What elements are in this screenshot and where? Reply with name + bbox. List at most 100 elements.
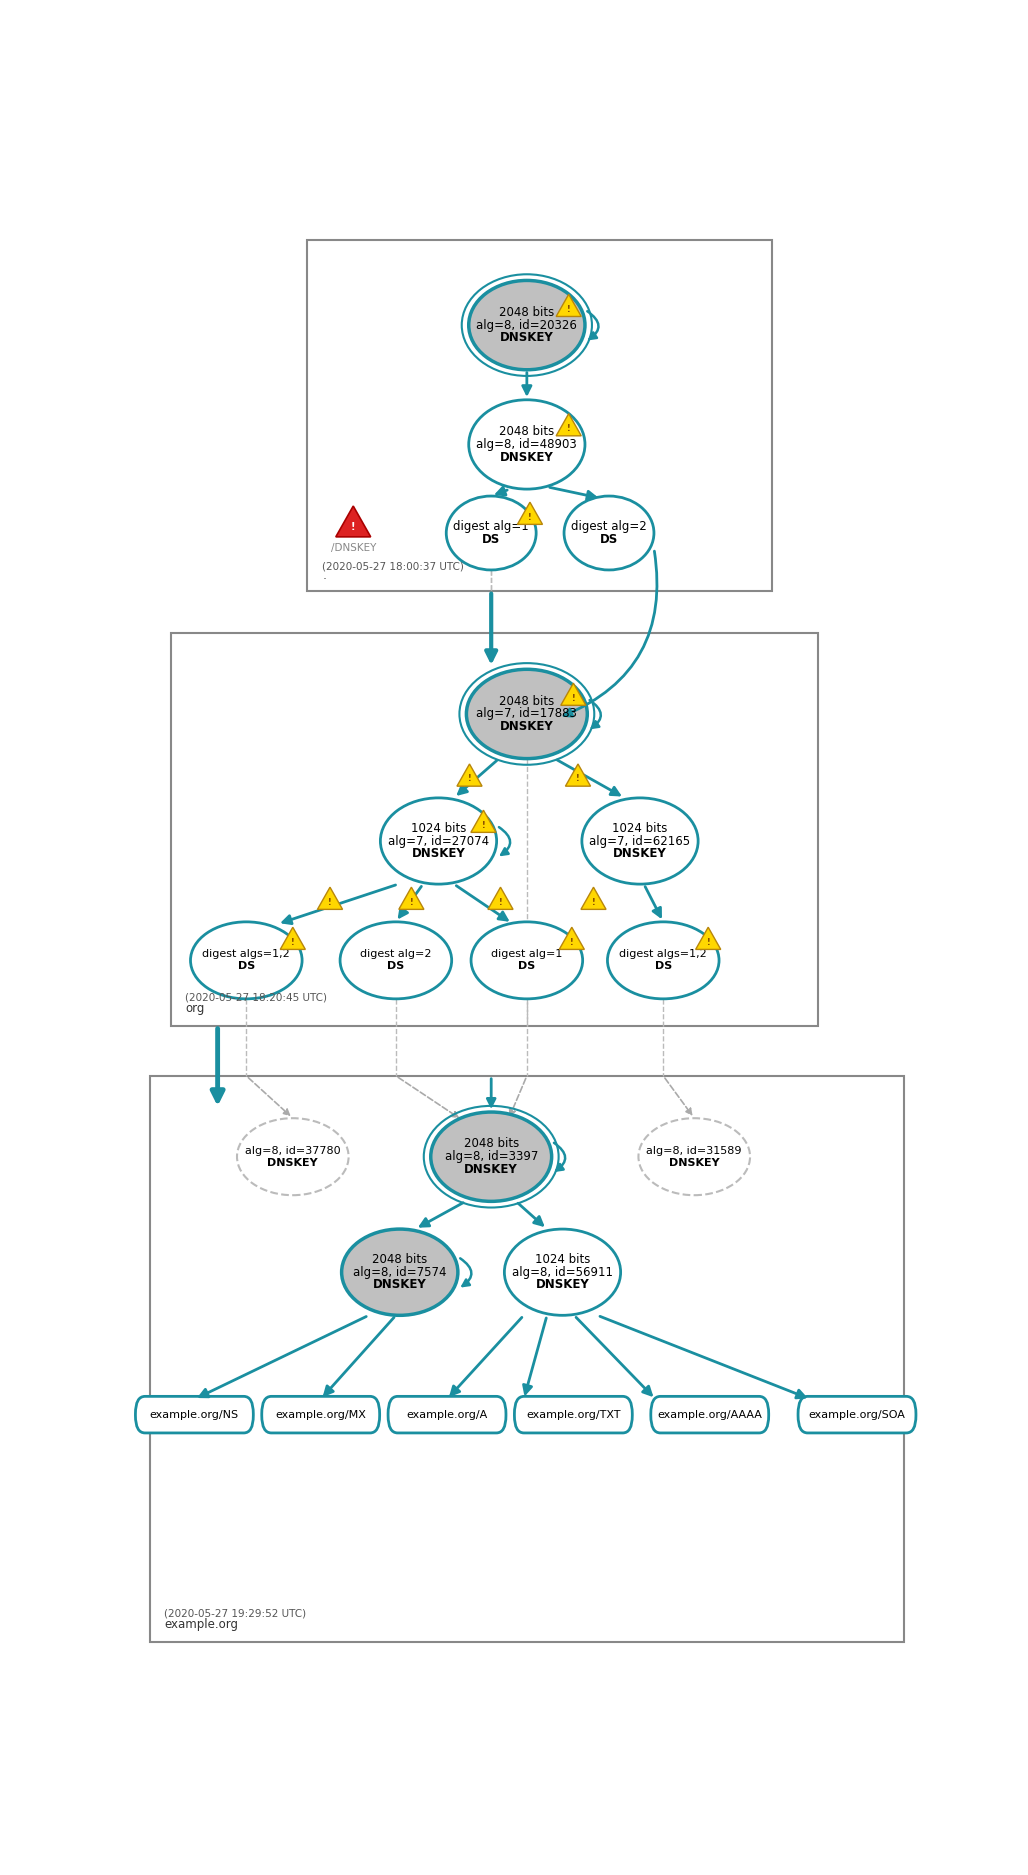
Polygon shape xyxy=(488,887,513,909)
Text: !: ! xyxy=(482,821,485,829)
Ellipse shape xyxy=(582,799,698,885)
Text: DNSKEY: DNSKEY xyxy=(465,1162,518,1176)
FancyBboxPatch shape xyxy=(171,634,818,1026)
Ellipse shape xyxy=(446,497,537,570)
Polygon shape xyxy=(561,682,586,705)
Text: digest alg=2: digest alg=2 xyxy=(360,949,432,960)
Text: example.org/SOA: example.org/SOA xyxy=(809,1410,906,1419)
Polygon shape xyxy=(556,294,581,317)
FancyBboxPatch shape xyxy=(306,240,772,591)
Text: DNSKEY: DNSKEY xyxy=(500,332,554,345)
Text: !: ! xyxy=(566,424,571,433)
Text: 2048 bits: 2048 bits xyxy=(372,1252,428,1266)
Text: example.org/A: example.org/A xyxy=(406,1410,487,1419)
Text: alg=8, id=31589: alg=8, id=31589 xyxy=(647,1146,742,1155)
Text: DS: DS xyxy=(237,962,255,971)
Text: !: ! xyxy=(570,938,574,947)
Text: alg=7, id=17883: alg=7, id=17883 xyxy=(476,707,578,720)
Text: 2048 bits: 2048 bits xyxy=(500,426,554,439)
FancyBboxPatch shape xyxy=(514,1397,632,1432)
FancyBboxPatch shape xyxy=(262,1397,379,1432)
Polygon shape xyxy=(399,887,424,909)
FancyBboxPatch shape xyxy=(651,1397,769,1432)
Text: DNSKEY: DNSKEY xyxy=(267,1157,318,1168)
Text: !: ! xyxy=(592,898,595,908)
Text: alg=7, id=62165: alg=7, id=62165 xyxy=(589,834,691,848)
Ellipse shape xyxy=(237,1118,348,1194)
Text: DNSKEY: DNSKEY xyxy=(669,1157,720,1168)
Text: alg=8, id=48903: alg=8, id=48903 xyxy=(476,439,578,452)
Ellipse shape xyxy=(564,497,654,570)
Text: DS: DS xyxy=(600,532,618,546)
Ellipse shape xyxy=(469,281,585,369)
Text: !: ! xyxy=(706,938,710,947)
Ellipse shape xyxy=(608,922,719,999)
Text: example.org/MX: example.org/MX xyxy=(276,1410,366,1419)
Text: digest algs=1,2: digest algs=1,2 xyxy=(620,949,707,960)
Text: !: ! xyxy=(566,306,571,313)
Text: example.org/TXT: example.org/TXT xyxy=(526,1410,621,1419)
Text: DS: DS xyxy=(388,962,404,971)
Text: !: ! xyxy=(572,694,575,703)
Text: alg=8, id=56911: alg=8, id=56911 xyxy=(512,1266,613,1279)
Polygon shape xyxy=(696,928,721,949)
Text: org: org xyxy=(185,1001,205,1014)
Text: !: ! xyxy=(328,898,332,908)
Text: example.org/AAAA: example.org/AAAA xyxy=(657,1410,762,1419)
Text: 1024 bits: 1024 bits xyxy=(535,1252,590,1266)
Text: (2020-05-27 18:00:37 UTC): (2020-05-27 18:00:37 UTC) xyxy=(322,561,464,572)
Text: !: ! xyxy=(291,938,295,947)
Polygon shape xyxy=(581,887,607,909)
Text: !: ! xyxy=(351,521,356,532)
Text: DNSKEY: DNSKEY xyxy=(500,450,554,463)
Text: DS: DS xyxy=(518,962,536,971)
Text: alg=8, id=37780: alg=8, id=37780 xyxy=(245,1146,340,1155)
Ellipse shape xyxy=(341,1230,457,1316)
Text: DNSKEY: DNSKEY xyxy=(536,1279,589,1292)
Text: 1024 bits: 1024 bits xyxy=(613,821,668,834)
Text: !: ! xyxy=(468,774,471,784)
Ellipse shape xyxy=(340,922,451,999)
Text: digest alg=2: digest alg=2 xyxy=(572,519,647,532)
Text: alg=7, id=27074: alg=7, id=27074 xyxy=(388,834,489,848)
Polygon shape xyxy=(565,763,590,786)
Text: !: ! xyxy=(528,512,531,521)
Polygon shape xyxy=(456,763,482,786)
Ellipse shape xyxy=(638,1118,750,1194)
Polygon shape xyxy=(559,928,584,949)
Text: DS: DS xyxy=(655,962,672,971)
Text: DNSKEY: DNSKEY xyxy=(500,720,554,733)
Text: digest algs=1,2: digest algs=1,2 xyxy=(203,949,290,960)
Ellipse shape xyxy=(190,922,302,999)
FancyBboxPatch shape xyxy=(150,1076,904,1642)
FancyBboxPatch shape xyxy=(798,1397,916,1432)
Text: example.org/NS: example.org/NS xyxy=(150,1410,238,1419)
Text: (2020-05-27 19:29:52 UTC): (2020-05-27 19:29:52 UTC) xyxy=(164,1609,306,1618)
Text: 2048 bits: 2048 bits xyxy=(464,1138,519,1151)
Text: DNSKEY: DNSKEY xyxy=(411,848,466,861)
Text: 2048 bits: 2048 bits xyxy=(500,696,554,707)
Ellipse shape xyxy=(471,922,583,999)
Text: DNSKEY: DNSKEY xyxy=(613,848,667,861)
Text: !: ! xyxy=(409,898,413,908)
Text: .: . xyxy=(322,570,326,583)
Text: digest alg=1: digest alg=1 xyxy=(453,519,529,532)
Polygon shape xyxy=(318,887,342,909)
Ellipse shape xyxy=(380,799,497,885)
Ellipse shape xyxy=(469,399,585,489)
FancyBboxPatch shape xyxy=(136,1397,253,1432)
Polygon shape xyxy=(517,503,543,525)
Text: DS: DS xyxy=(482,532,501,546)
Polygon shape xyxy=(336,506,371,536)
Text: alg=8, id=7574: alg=8, id=7574 xyxy=(353,1266,446,1279)
Text: (2020-05-27 18:20:45 UTC): (2020-05-27 18:20:45 UTC) xyxy=(185,992,327,1003)
Text: digest alg=1: digest alg=1 xyxy=(491,949,562,960)
FancyBboxPatch shape xyxy=(389,1397,506,1432)
Text: 1024 bits: 1024 bits xyxy=(411,821,466,834)
Ellipse shape xyxy=(505,1230,621,1316)
Polygon shape xyxy=(281,928,305,949)
Ellipse shape xyxy=(467,669,587,759)
Text: /DNSKEY: /DNSKEY xyxy=(331,544,376,553)
Text: alg=8, id=20326: alg=8, id=20326 xyxy=(476,319,578,332)
Polygon shape xyxy=(471,810,495,832)
